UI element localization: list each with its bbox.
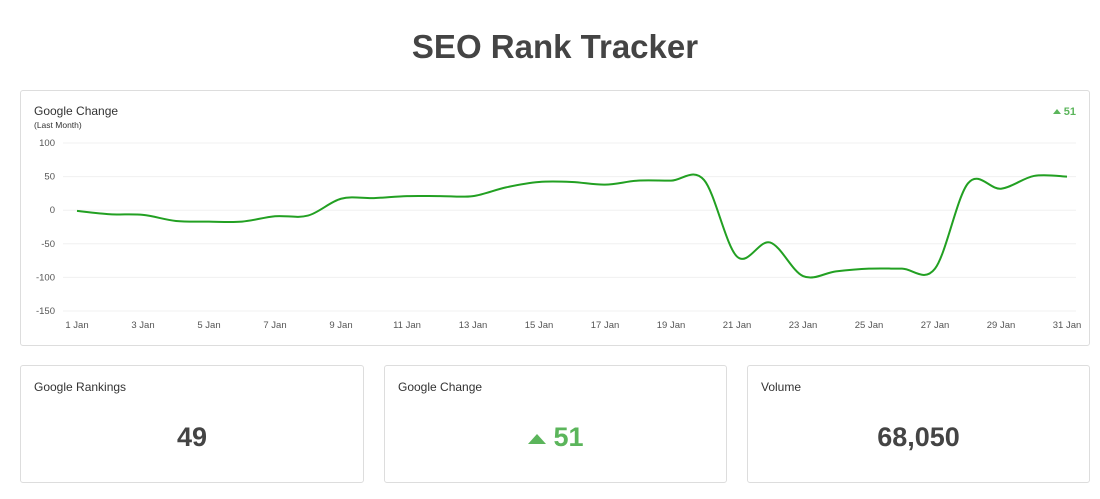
chart-title: Google Change bbox=[34, 104, 118, 118]
y-tick-label: -50 bbox=[41, 239, 55, 250]
x-tick-label: 13 Jan bbox=[459, 320, 488, 331]
chart-card: Google Change (Last Month) 51 -150 -100 -5… bbox=[20, 90, 1090, 346]
x-tick-label: 11 Jan bbox=[393, 320, 421, 331]
x-tick-label: 1 Jan bbox=[65, 320, 88, 331]
y-tick-label: 100 bbox=[39, 138, 55, 149]
y-tick-label: -100 bbox=[36, 272, 55, 283]
badge-icon bbox=[1053, 109, 1061, 114]
chart-subtitle: (Last Month) bbox=[34, 120, 82, 130]
stat-card: Google Change 51 bbox=[384, 365, 727, 483]
card-value: 51 bbox=[553, 422, 584, 452]
stat-card: Volume 68,050 bbox=[747, 365, 1090, 483]
x-tick-label: 29 Jan bbox=[987, 320, 1016, 331]
card-title: Volume bbox=[761, 380, 802, 394]
chart: Google Change (Last Month) 51 -150 -100 -5… bbox=[34, 104, 1082, 331]
y-tick-label: 0 bbox=[50, 205, 55, 216]
card-title: Google Rankings bbox=[34, 380, 127, 394]
x-tick-label: 19 Jan bbox=[657, 320, 686, 331]
x-tick-label: 23 Jan bbox=[789, 320, 818, 331]
card-value: 49 bbox=[176, 422, 208, 452]
line bbox=[76, 173, 1068, 279]
x-tick-label: 17 Jan bbox=[591, 320, 620, 331]
x-tick-label: 15 Jan bbox=[525, 320, 554, 331]
up-icon bbox=[528, 434, 547, 444]
stat-card: Google Rankings 49 bbox=[20, 365, 364, 483]
card-title: Google Change bbox=[398, 380, 483, 394]
x-tick-label: 25 Jan bbox=[855, 320, 884, 331]
x-tick-label: 3 Jan bbox=[131, 320, 154, 331]
x-tick-label: 27 Jan bbox=[921, 320, 950, 331]
x-tick-label: 5 Jan bbox=[197, 320, 220, 331]
card-value: 68,050 bbox=[877, 422, 960, 452]
y-tick-label: -150 bbox=[36, 306, 55, 317]
x-tick-label: 9 Jan bbox=[329, 320, 352, 331]
x-tick-label: 31 Jan bbox=[1053, 320, 1082, 331]
badge-value: 51 bbox=[1064, 106, 1076, 118]
y-tick-label: 50 bbox=[44, 172, 55, 183]
x-tick-label: 21 Jan bbox=[723, 320, 752, 331]
card-value-wrap: 51 bbox=[385, 422, 726, 453]
page-title: SEO Rank Tracker bbox=[411, 28, 699, 65]
x-tick-label: 7 Jan bbox=[263, 320, 286, 331]
